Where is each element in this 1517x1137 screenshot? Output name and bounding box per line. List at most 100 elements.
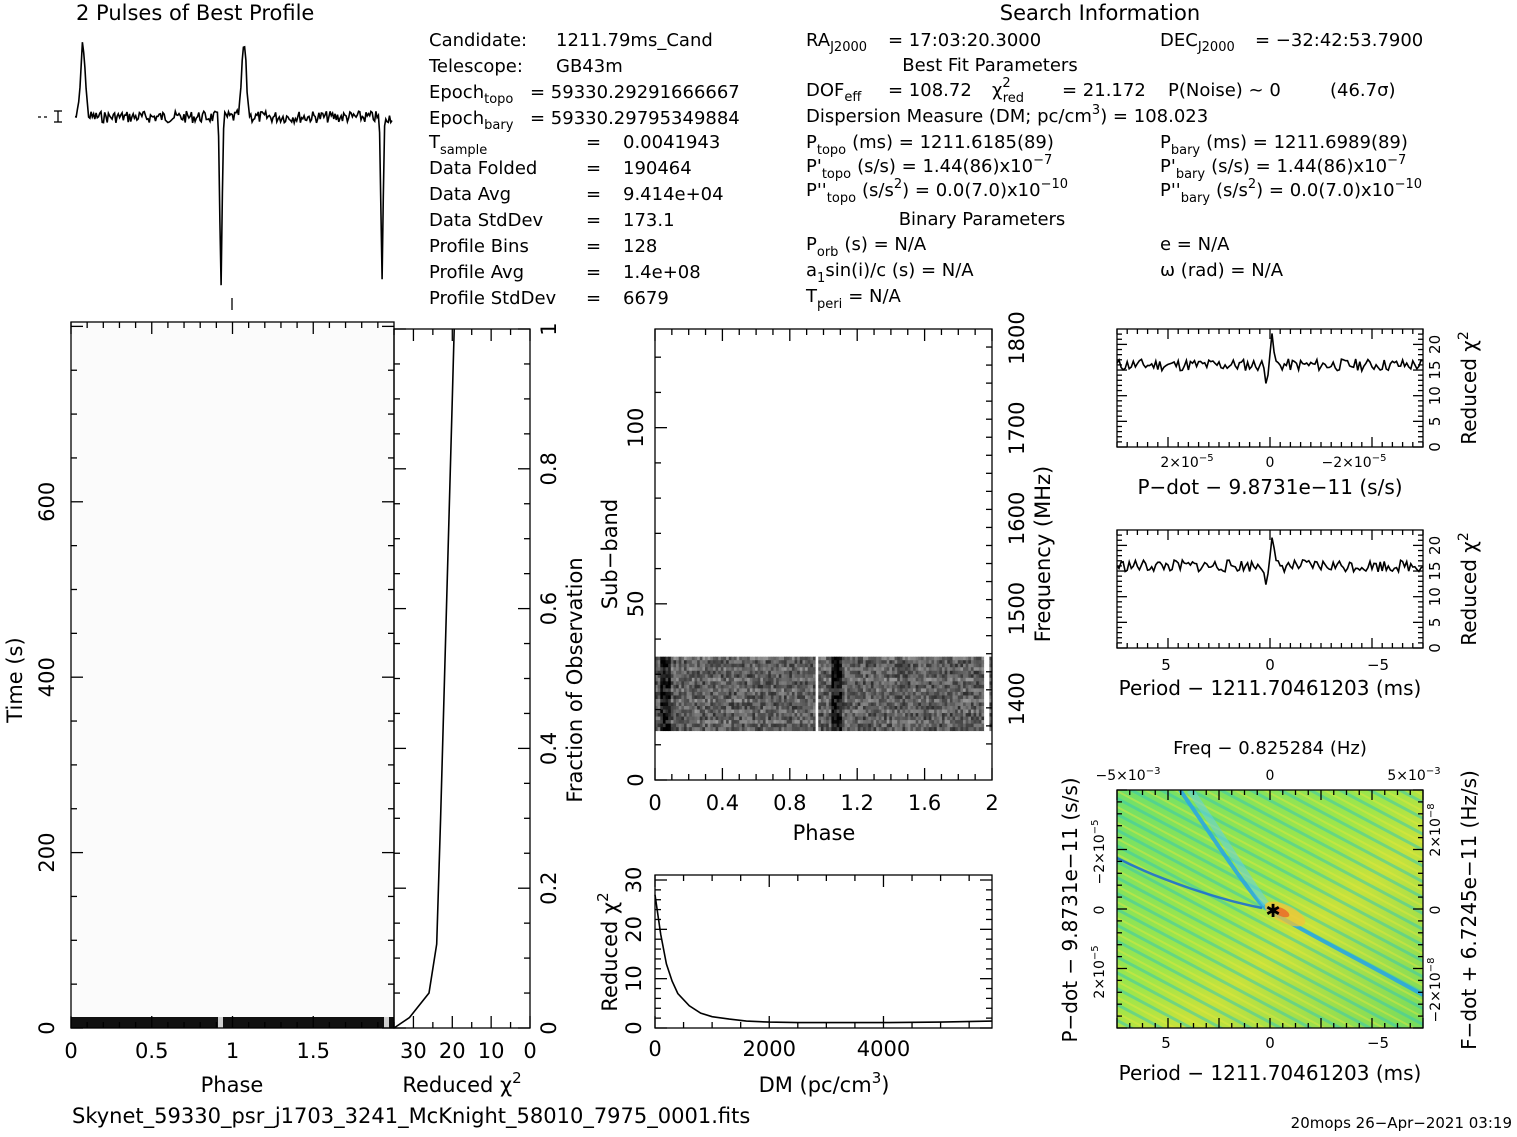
subband-cell <box>702 723 706 728</box>
subband-cell <box>812 713 816 717</box>
subband-cell <box>812 723 816 728</box>
subband-cell <box>965 674 969 679</box>
subband-cell <box>739 663 743 668</box>
subband-cell <box>794 723 798 728</box>
subband-cell <box>797 663 801 668</box>
subband-cell <box>931 706 935 710</box>
subband-cell <box>960 670 964 675</box>
subband-cell <box>697 723 701 728</box>
subband-cell <box>965 702 969 707</box>
subband-cell <box>920 720 924 725</box>
subband-cell <box>878 695 882 700</box>
subband-cell <box>799 716 803 721</box>
subband-cell <box>899 706 903 710</box>
subband-cell <box>691 706 695 710</box>
subband-cell <box>839 698 843 703</box>
subband-cell <box>741 684 745 689</box>
subband-cell <box>660 670 664 675</box>
subband-cell <box>862 695 867 700</box>
subband-cell <box>939 660 943 665</box>
subband-cell <box>760 691 764 696</box>
subband-cell <box>897 660 901 665</box>
subband-cell <box>781 663 785 668</box>
subband-cell <box>923 706 927 710</box>
chi-fraction-ytick: 0.6 <box>537 592 561 625</box>
subband-cell <box>673 688 677 693</box>
subband-cell <box>715 720 719 725</box>
subband-cell <box>847 663 851 668</box>
subband-cell <box>862 681 867 686</box>
subband-cell <box>786 702 790 707</box>
subband-cell <box>952 684 956 689</box>
subband-cell <box>878 684 882 689</box>
subband-cell <box>886 684 890 689</box>
subband-cell <box>784 674 788 679</box>
subband-cell <box>665 674 669 679</box>
subband-cell <box>984 720 988 725</box>
subband-cell <box>673 713 677 717</box>
subband-cell <box>670 713 674 717</box>
subband-cell <box>691 723 695 728</box>
subband-cell <box>855 695 859 700</box>
subband-cell <box>862 656 867 661</box>
subband-cell <box>752 674 756 679</box>
subband-cell <box>749 709 753 714</box>
subband-cell <box>728 660 732 665</box>
subband-cell <box>715 695 719 700</box>
subband-cell <box>797 656 801 661</box>
subband-cell <box>778 674 782 679</box>
subband-cell <box>844 698 848 703</box>
subband-cell <box>791 691 795 696</box>
subband-cell <box>773 677 777 682</box>
subband-cell <box>702 713 706 717</box>
subband-cell <box>936 677 940 682</box>
subband-cell <box>702 698 706 703</box>
subband-cell <box>852 670 856 675</box>
subband-cell <box>720 709 724 714</box>
subband-cell <box>668 656 672 661</box>
subband-cell <box>915 677 919 682</box>
subband-cell <box>765 660 769 665</box>
subband-cell <box>747 688 751 693</box>
subband-cell <box>818 727 822 732</box>
subband-cell <box>860 691 864 696</box>
subband-cell <box>747 723 751 728</box>
subband-cell <box>915 727 919 732</box>
subband-cell <box>949 695 953 700</box>
chi-fraction-ytick: 0.4 <box>537 732 561 765</box>
subband-cell <box>934 695 938 700</box>
subband-cell <box>694 716 698 721</box>
subband-cell <box>670 667 674 672</box>
subband-cell <box>702 677 706 682</box>
subband-cell <box>957 674 961 679</box>
subband-cell <box>910 723 914 728</box>
subband-cell <box>826 670 830 675</box>
subband-cell <box>731 713 735 717</box>
subband-cell <box>665 684 669 689</box>
subband-cell <box>826 691 830 696</box>
subband-cell <box>712 720 716 725</box>
subband-cell <box>834 695 838 700</box>
subband-cell <box>712 691 716 696</box>
subband-cell <box>978 691 982 696</box>
subband-cell <box>781 716 785 721</box>
subband-cell <box>915 713 919 717</box>
subband-cell <box>968 713 972 717</box>
subband-cell <box>778 670 782 675</box>
pdtopo-label: P'topo (s/s) = 1.44(86)x10−7 <box>806 153 1052 182</box>
subband-cell <box>749 723 753 728</box>
subband-cell <box>760 660 764 665</box>
subband-cell <box>902 660 906 665</box>
subband-cell <box>676 691 680 696</box>
subband-cell <box>697 688 701 693</box>
subband-cell <box>905 688 909 693</box>
subband-cell <box>844 716 848 721</box>
subband-cell <box>963 681 967 686</box>
subband-cell <box>826 667 830 672</box>
subband-cell <box>891 684 895 689</box>
subband-cell <box>765 681 769 686</box>
subband-cell <box>668 723 672 728</box>
subband-cell <box>660 706 664 710</box>
subband-cell <box>786 691 790 696</box>
subband-cell <box>720 677 724 682</box>
